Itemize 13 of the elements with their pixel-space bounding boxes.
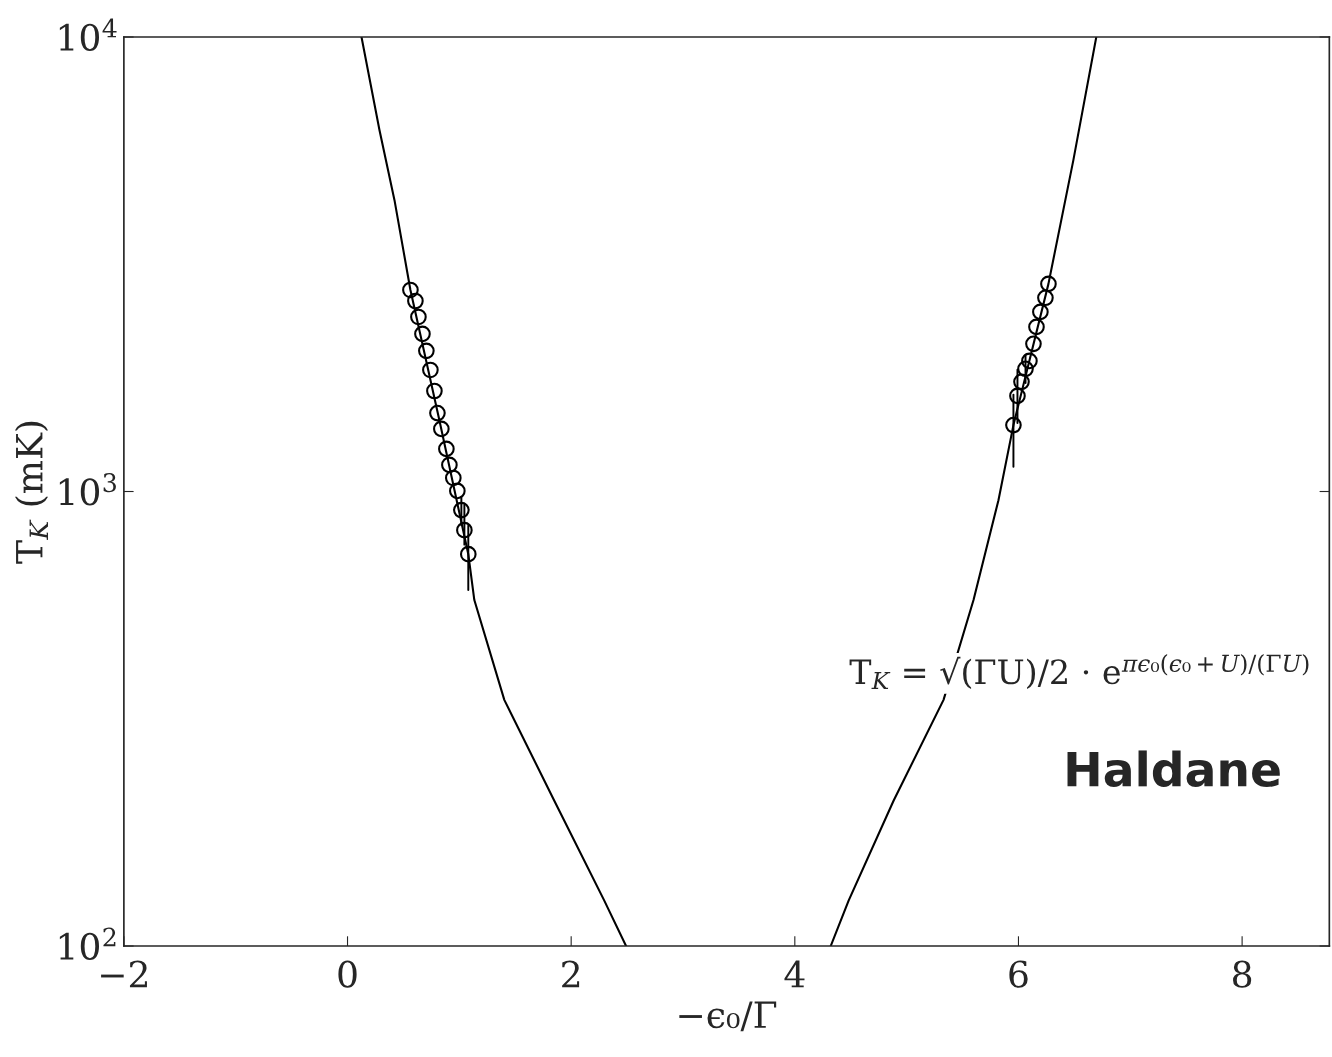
y-tick-label: 10$^{4}$ <box>59 18 117 51</box>
x-tick-label: 4 <box>784 960 805 988</box>
y-tick-label: 10$^{3}$ <box>59 473 116 506</box>
y-tick-label: 10$^{2}$ <box>59 927 116 960</box>
x-tick-label: −2 <box>101 960 147 988</box>
x-tick-label: 8 <box>1233 960 1252 988</box>
annotation: T$_{K}$ = √(ΓU)/2 · e$^{πϵ₀(ϵ₀+U)/(ΓU)}$ <box>849 654 1309 690</box>
annotation: Haldane <box>1067 750 1280 787</box>
x-tick-label: 2 <box>562 960 580 988</box>
y-axis-title: T$_{K}$ (mK) <box>14 421 49 564</box>
x-tick-label: 0 <box>338 960 357 988</box>
x-axis-title: −ϵ₀/Γ <box>679 1001 777 1032</box>
x-tick-label: 6 <box>1009 960 1028 988</box>
